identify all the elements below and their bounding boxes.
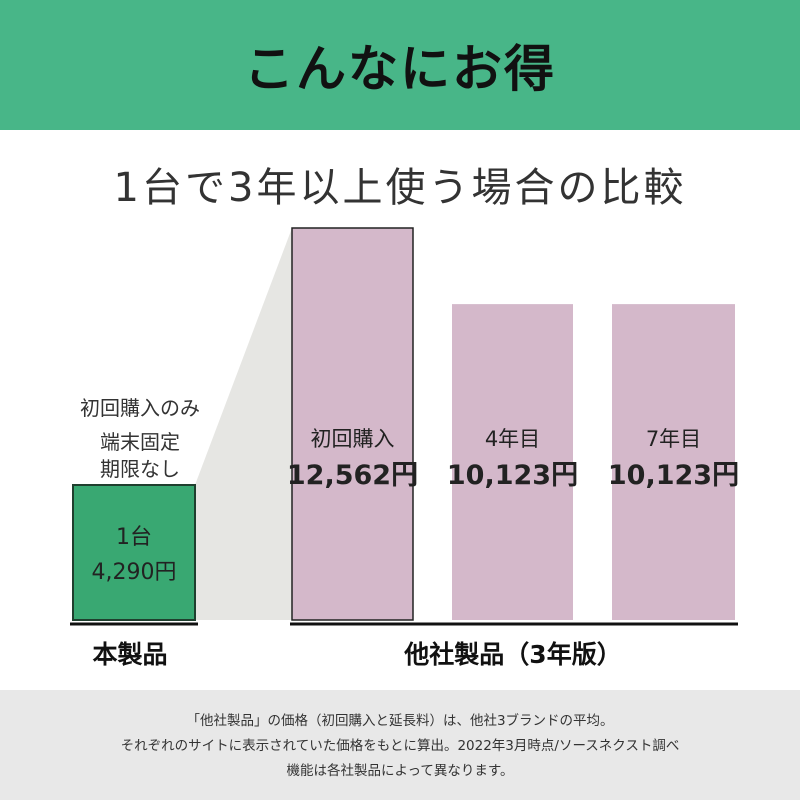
footer-line-2: それぞれのサイトに表示されていた価格をもとに算出。2022年3月時点/ソースネク… [120, 738, 680, 754]
footer-line-3: 機能は各社製品によって異なります。 [286, 763, 514, 779]
header-banner: こんなにお得 [0, 0, 800, 130]
bar-label-2: 初回購入 [311, 427, 395, 451]
bar-4 [612, 304, 735, 620]
own-note-line-3: 期限なし [100, 457, 180, 481]
footer-line-1: 「他社製品」の価格（初回購入と延長料）は、他社3ブランドの平均。 [186, 713, 614, 729]
footer-notes: 「他社製品」の価格（初回購入と延長料）は、他社3ブランドの平均。 それぞれのサイ… [0, 690, 800, 800]
zoom-shadow [195, 228, 292, 620]
bar-label-3: 4年目 [485, 427, 540, 451]
comparison-subtitle: 1台で3年以上使う場合の比較 [113, 165, 687, 211]
bar-label-1: 1台 [116, 525, 152, 550]
group-label-own-product: 本製品 [92, 640, 167, 669]
bar-label-4: 7年目 [646, 427, 701, 451]
group-label-other-products: 他社製品（3年版） [403, 640, 621, 669]
banner-title: こんなにお得 [244, 40, 556, 98]
bar-value-3: 10,123円 [447, 460, 578, 491]
own-note-line-2: 端末固定 [100, 430, 180, 454]
comparison-chart: 1台4,290円初回購入12,562円4年目10,123円7年目10,123円 … [70, 227, 739, 669]
bar-value-1: 4,290円 [92, 560, 177, 585]
bar-value-2: 12,562円 [287, 460, 418, 491]
bar-3 [452, 304, 573, 620]
bar-1 [72, 484, 196, 621]
bar-2 [291, 227, 414, 621]
bar-value-4: 10,123円 [608, 460, 739, 491]
own-note-line-1: 初回購入のみ [80, 396, 200, 420]
